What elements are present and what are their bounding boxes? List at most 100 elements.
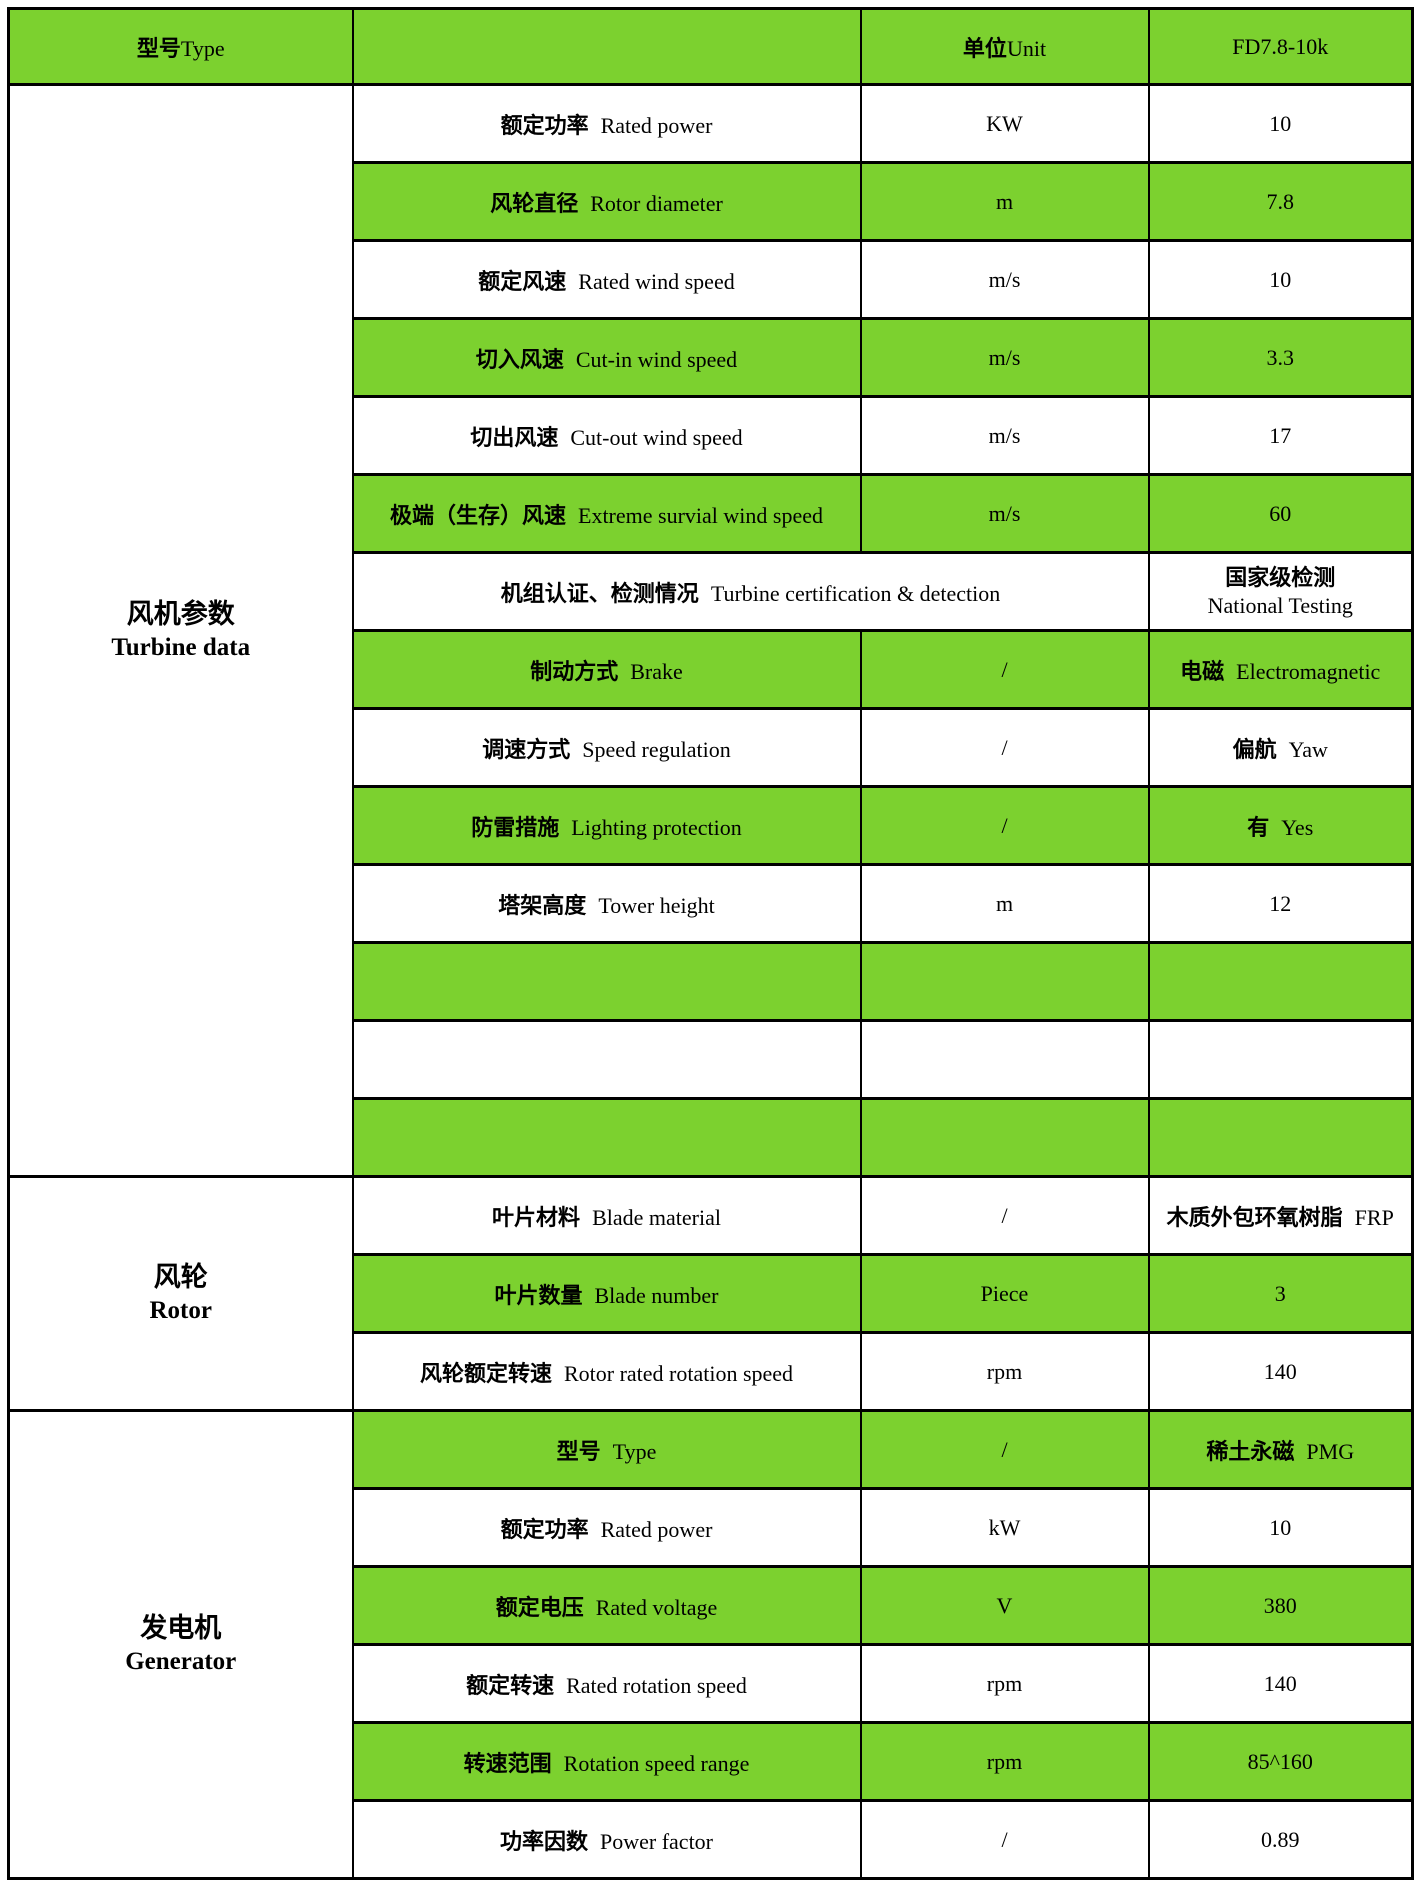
unit-text: / [1001, 734, 1008, 760]
category-zh: 发电机 [140, 1613, 222, 1643]
param-cell: 额定转速 Rated rotation speed [351, 1643, 862, 1724]
table-row: 额定电压 Rated voltage V 380 [9, 1565, 1414, 1646]
value-cell: 7.8 [1147, 161, 1414, 242]
param-zh: 风轮直径 [490, 190, 579, 216]
table-row: 切出风速 Cut-out wind speed m/s 17 [9, 395, 1414, 476]
value-text: 85^160 [1247, 1748, 1313, 1774]
value-cell: 3.3 [1147, 317, 1414, 398]
header-row: 型号Type 单位Unit FD7.8-10k [7, 7, 1414, 86]
unit-text: rpm [986, 1670, 1023, 1696]
value-en: Yaw [1288, 736, 1328, 762]
param-zh: 型号 [556, 1438, 601, 1464]
value-cell: 稀土永磁 PMG [1147, 1409, 1414, 1490]
param-cell: 极端（生存）风速 Extreme survial wind speed [351, 473, 862, 554]
unit-cell: m/s [859, 317, 1150, 398]
value-text: 140 [1263, 1670, 1297, 1696]
param-cell: 防雷措施 Lighting protection [351, 785, 862, 866]
param-cell: 额定功率 Rated power [351, 1487, 862, 1568]
table-row: 额定风速 Rated wind speed m/s 10 [9, 239, 1414, 320]
param-zh: 转速范围 [463, 1750, 552, 1776]
table-row [9, 941, 1414, 1022]
param-cell: 塔架高度 Tower height [351, 863, 862, 944]
table-row: 发电机 Generator 型号 Type / 稀土永磁 PMG [7, 1409, 1414, 1880]
value-en: National Testing [1207, 592, 1353, 618]
param-en: Rotor diameter [590, 190, 723, 216]
param-cell: 切入风速 Cut-in wind speed [351, 317, 862, 398]
value-cell: 有 Yes [1147, 785, 1414, 866]
category-cell-1: 风轮 Rotor [7, 1175, 354, 1412]
value-text: 10 [1269, 1514, 1292, 1540]
spec-table: 型号Type 单位Unit FD7.8-10k 风机参数 Turbine data… [7, 7, 1414, 1880]
category-cell-0: 风机参数 Turbine data [7, 83, 354, 1178]
unit-cell: / [859, 1799, 1150, 1880]
table-row: 防雷措施 Lighting protection / 有 Yes [9, 785, 1414, 866]
param-cell [351, 1019, 862, 1100]
table-row: 额定转速 Rated rotation speed rpm 140 [9, 1643, 1414, 1724]
value-cell [1147, 1019, 1414, 1100]
param-cell: 制动方式 Brake [351, 629, 862, 710]
unit-text: m [995, 890, 1014, 916]
param-cell: 机组认证、检测情况 Turbine certification & detecti… [351, 551, 1150, 632]
table-row: 调速方式 Speed regulation / 偏航 Yaw [9, 707, 1414, 788]
value-text: 0.89 [1261, 1826, 1300, 1852]
param-en: Cut-in wind speed [575, 346, 738, 372]
unit-cell: / [859, 707, 1150, 788]
value-cell: 电磁 Electromagnetic [1147, 629, 1414, 710]
param-zh: 调速方式 [482, 736, 571, 762]
category-en: Rotor [149, 1296, 212, 1324]
unit-cell: KW [859, 83, 1150, 164]
unit-cell [859, 1097, 1150, 1178]
value-text: 17 [1269, 422, 1292, 448]
header-cell-type: 型号Type [7, 7, 354, 86]
table-row [9, 1019, 1414, 1100]
category-cell-2: 发电机 Generator [7, 1409, 354, 1880]
value-cell: 0.89 [1147, 1799, 1414, 1880]
value-cell: 17 [1147, 395, 1414, 476]
unit-cell: rpm [859, 1721, 1150, 1802]
unit-cell: m/s [859, 473, 1150, 554]
param-en: Rated wind speed [578, 268, 735, 294]
value-zh: 木质外包环氧树脂 [1166, 1204, 1343, 1230]
value-cell [1147, 1097, 1414, 1178]
unit-cell: rpm [859, 1643, 1150, 1724]
value-en: Yes [1281, 814, 1314, 840]
value-zh: 有 [1247, 814, 1270, 840]
table-row: 叶片数量 Blade number Piece 3 [9, 1253, 1414, 1334]
unit-text: Piece [980, 1280, 1029, 1306]
value-zh: 偏航 [1232, 736, 1277, 762]
value-cell: 140 [1147, 1643, 1414, 1724]
unit-text: m/s [988, 500, 1021, 526]
table-row: 切入风速 Cut-in wind speed m/s 3.3 [9, 317, 1414, 398]
param-zh: 叶片数量 [494, 1282, 583, 1308]
param-en: Rated rotation speed [566, 1672, 747, 1698]
param-zh: 切入风速 [475, 346, 564, 372]
param-zh: 叶片材料 [492, 1204, 581, 1230]
unit-text: m/s [988, 344, 1021, 370]
param-cell: 额定风速 Rated wind speed [351, 239, 862, 320]
param-cell: 型号 Type [351, 1409, 862, 1490]
param-en: Blade number [594, 1282, 719, 1308]
param-en: Rated power [600, 1516, 713, 1542]
param-zh: 制动方式 [530, 658, 619, 684]
unit-text: m/s [988, 422, 1021, 448]
header-type-en: Type [180, 35, 225, 61]
table-row: 塔架高度 Tower height m 12 [9, 863, 1414, 944]
param-zh: 额定转速 [466, 1672, 555, 1698]
unit-text: rpm [986, 1358, 1023, 1384]
param-en: Tower height [598, 892, 715, 918]
param-cell: 转速范围 Rotation speed range [351, 1721, 862, 1802]
value-cell: 60 [1147, 473, 1414, 554]
param-en: Extreme survial wind speed [578, 502, 823, 528]
value-cell [1147, 941, 1414, 1022]
table-row: 极端（生存）风速 Extreme survial wind speed m/s 60 [9, 473, 1414, 554]
unit-text: KW [986, 110, 1023, 136]
value-text: 60 [1269, 500, 1292, 526]
value-cell: 10 [1147, 83, 1414, 164]
param-zh: 额定风速 [478, 268, 567, 294]
value-cell: 10 [1147, 1487, 1414, 1568]
value-cell: 10 [1147, 239, 1414, 320]
param-zh: 防雷措施 [471, 814, 560, 840]
unit-text: rpm [986, 1748, 1023, 1774]
value-en: PMG [1306, 1438, 1355, 1464]
category-en: Generator [125, 1647, 237, 1675]
